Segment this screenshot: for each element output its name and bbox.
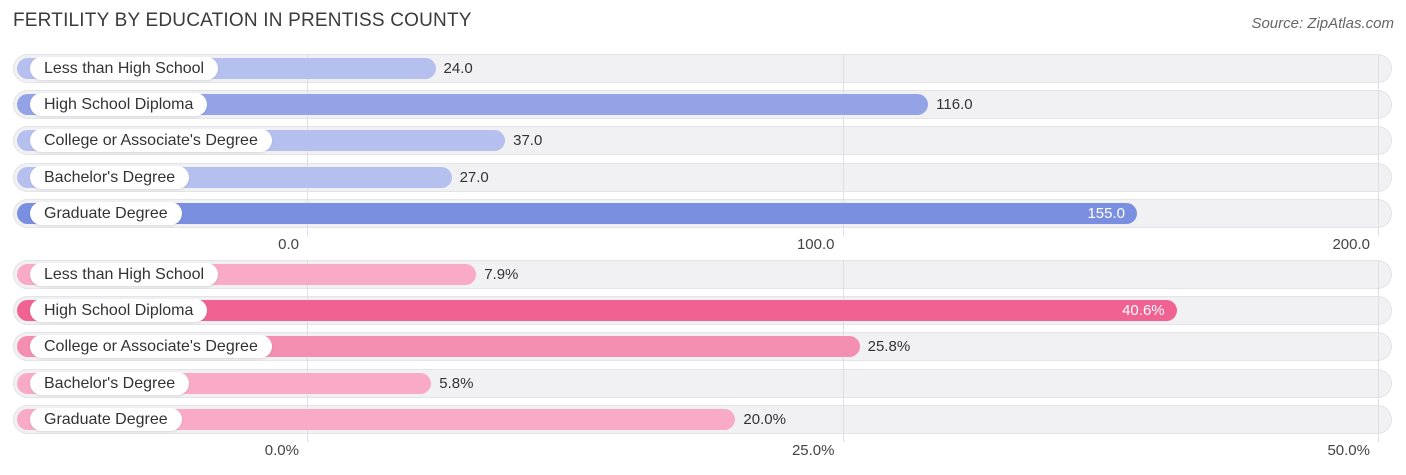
value-label: 37.0 — [513, 132, 543, 150]
category-label: Less than High School — [30, 263, 219, 286]
value-label: 24.0 — [443, 60, 473, 77]
category-label: Graduate Degree — [30, 407, 182, 431]
value-label: 25.8% — [867, 338, 911, 356]
gridline — [1378, 260, 1379, 442]
category-label: Graduate Degree — [30, 201, 182, 225]
category-label: College or Associate's Degree — [30, 129, 272, 153]
gridline — [843, 54, 844, 236]
gridline — [1378, 54, 1379, 236]
bar — [17, 94, 929, 116]
tick-label: 0.0 — [278, 236, 299, 253]
tick-label: 200.0 — [1332, 236, 1370, 253]
tick-label: 25.0% — [791, 442, 835, 459]
value-label: 27.0 — [459, 168, 489, 186]
category-label: College or Associate's Degree — [30, 335, 272, 359]
category-label: High School Diploma — [30, 93, 208, 117]
tick-label: 0.0% — [264, 442, 299, 459]
bar — [17, 202, 1138, 224]
tick-label: 100.0 — [796, 236, 835, 253]
value-label: 116.0 — [936, 96, 973, 114]
source-label: Source: ZipAtlas.com — [1251, 15, 1394, 32]
category-label: Less than High School — [30, 57, 219, 80]
value-label: 5.8% — [439, 374, 474, 392]
chart-title: FERTILITY BY EDUCATION IN PRENTISS COUNT… — [13, 10, 472, 31]
value-label: 7.9% — [484, 266, 519, 283]
bar — [17, 408, 736, 430]
tick-label: 50.0% — [1327, 442, 1370, 459]
value-label: 155.0 — [1087, 204, 1126, 222]
value-label: 20.0% — [743, 410, 786, 428]
category-label: Bachelor's Degree — [30, 165, 190, 189]
category-label: Bachelor's Degree — [30, 371, 190, 395]
bar — [17, 300, 1177, 322]
category-label: High School Diploma — [30, 299, 208, 323]
value-label: 40.6% — [1122, 302, 1165, 320]
